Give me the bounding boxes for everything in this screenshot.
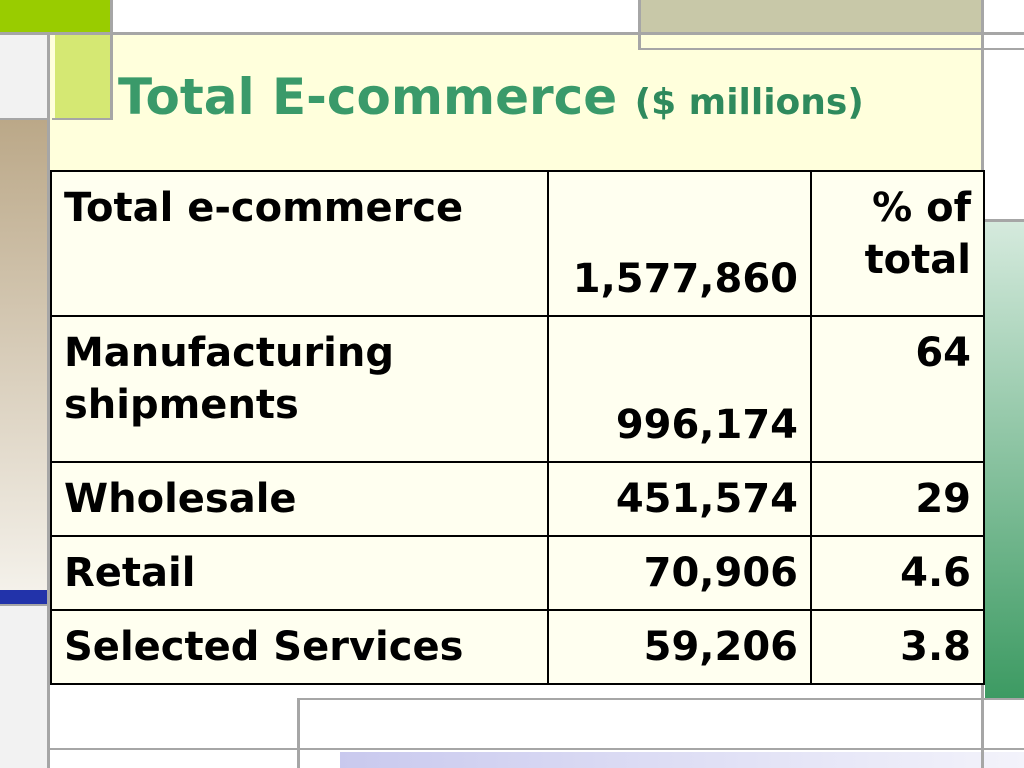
table-cell-value: 70,906: [547, 535, 812, 611]
table-cell-pct: 29: [810, 461, 985, 537]
khaki-accent-block: [641, 0, 981, 32]
slide-title: Total E-commerce ($ millions): [118, 62, 864, 138]
table-cell-label: Manufacturing shipments: [50, 315, 549, 463]
title-main: Total E-commerce: [118, 68, 618, 126]
grid-line: [110, 0, 113, 120]
lime-light-block: [55, 35, 110, 120]
table-cell-pct: % of total: [810, 170, 985, 317]
lavender-bottom-strip: [340, 752, 1024, 768]
grid-line: [0, 32, 1024, 35]
title-unit: ($ millions): [634, 82, 864, 123]
blue-accent-bar: [0, 590, 47, 604]
title-band: [50, 32, 982, 172]
grid-line: [638, 0, 641, 50]
grid-line: [0, 604, 48, 606]
table-cell-value: 59,206: [547, 609, 812, 685]
green-gradient-bar: [985, 222, 1024, 700]
table-row: Wholesale 451,574 29: [50, 461, 985, 537]
tan-gradient-bar: [0, 120, 47, 590]
grid-line: [984, 219, 1024, 222]
ecommerce-table: Total e-commerce 1,577,860 % of total Ma…: [50, 170, 985, 685]
grid-line: [52, 118, 112, 120]
table-cell-label: Selected Services: [50, 609, 549, 685]
table-cell-value: 451,574: [547, 461, 812, 537]
table-row: Retail 70,906 4.6: [50, 535, 985, 611]
lime-accent-block: [0, 0, 110, 32]
table-header-row: Total e-commerce 1,577,860 % of total: [50, 170, 985, 317]
table-cell-label: Wholesale: [50, 461, 549, 537]
grid-line: [47, 32, 50, 768]
table-cell-pct: 64: [810, 315, 985, 463]
table-cell-label: Retail: [50, 535, 549, 611]
table-row: Selected Services 59,206 3.8: [50, 609, 985, 685]
table-cell-value: 996,174: [547, 315, 812, 463]
table-cell-pct: 3.8: [810, 609, 985, 685]
grid-line: [638, 48, 1024, 50]
table-row: Manufacturing shipments 996,174 64: [50, 315, 985, 463]
grid-line: [297, 698, 300, 768]
grid-line: [50, 748, 1024, 750]
grid-line: [0, 118, 48, 120]
table-cell-label: Total e-commerce: [50, 170, 549, 317]
table-cell-pct: 4.6: [810, 535, 985, 611]
grid-line: [297, 698, 1024, 700]
table-cell-value: 1,577,860: [547, 170, 812, 317]
